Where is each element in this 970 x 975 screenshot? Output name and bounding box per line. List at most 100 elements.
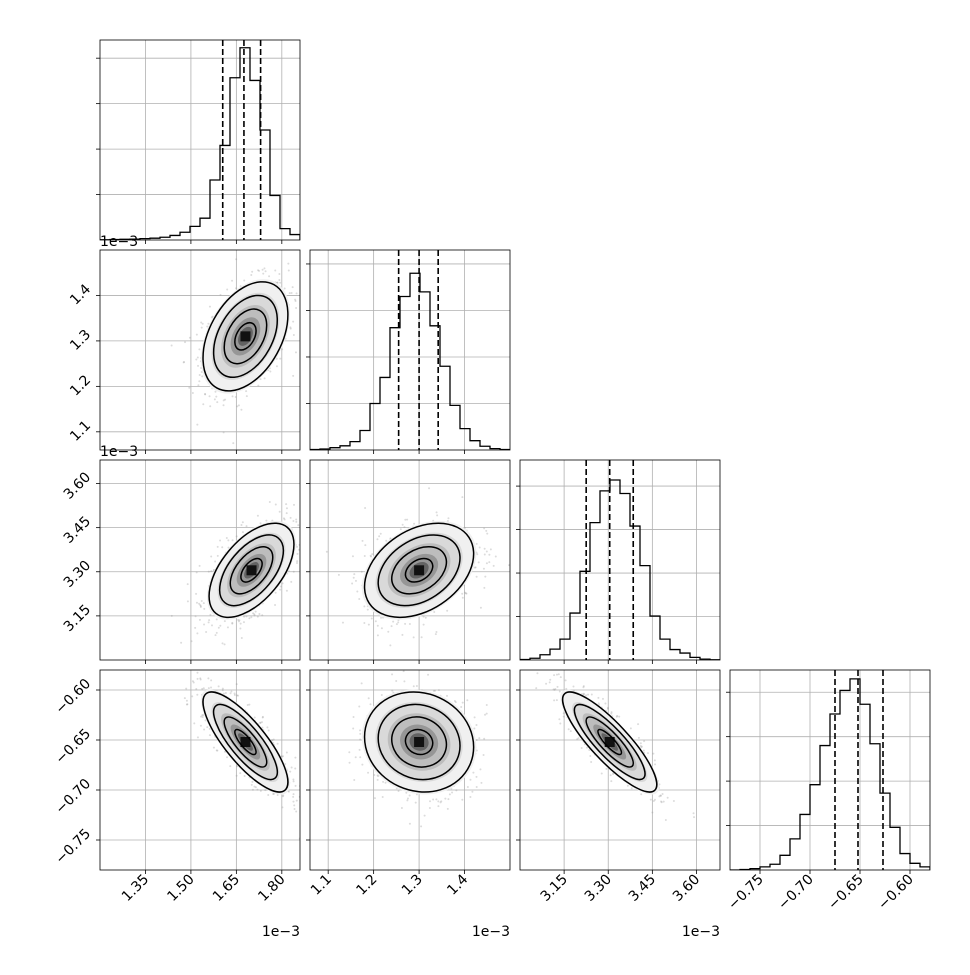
scatter-point bbox=[292, 375, 294, 377]
scatter-point bbox=[292, 801, 294, 803]
scatter-point bbox=[244, 775, 246, 777]
y-tick-label: −0.60 bbox=[52, 676, 94, 718]
panel-content bbox=[100, 40, 300, 240]
scatter-point bbox=[262, 716, 264, 718]
scatter-point bbox=[433, 611, 435, 613]
scatter-point bbox=[197, 384, 199, 386]
scatter-point bbox=[295, 521, 297, 523]
scatter-point bbox=[255, 611, 257, 613]
scatter-point bbox=[227, 626, 229, 628]
scatter-point bbox=[225, 692, 227, 694]
scatter-point bbox=[367, 772, 369, 774]
scatter-point bbox=[293, 804, 295, 806]
scatter-point bbox=[220, 294, 222, 296]
panel-content bbox=[100, 668, 337, 870]
scatter-point bbox=[278, 279, 280, 281]
scatter-point bbox=[223, 404, 225, 406]
scatter-point bbox=[206, 726, 208, 728]
scatter-point bbox=[227, 539, 229, 541]
x-tick-label: 1.50 bbox=[164, 872, 197, 905]
scatter-point bbox=[359, 729, 361, 731]
y-tick-label: 3.60 bbox=[61, 469, 94, 502]
scatter-point bbox=[217, 555, 219, 557]
scatter-point bbox=[232, 539, 234, 541]
scatter-point bbox=[295, 810, 297, 812]
scatter-point bbox=[191, 640, 193, 642]
scatter-point bbox=[447, 517, 449, 519]
scatter-point bbox=[290, 581, 292, 583]
scatter-point bbox=[447, 808, 449, 810]
scatter-point bbox=[486, 550, 488, 552]
scatter-point bbox=[218, 685, 220, 687]
scatter-point bbox=[294, 767, 296, 769]
scatter-point bbox=[208, 619, 210, 621]
scatter-panel-0-1: 1.11.21.31.41e−3 bbox=[67, 234, 313, 454]
scatter-point bbox=[286, 512, 288, 514]
scatter-point bbox=[631, 787, 633, 789]
scatter-point bbox=[377, 634, 379, 636]
scatter-point bbox=[295, 351, 297, 353]
scatter-point bbox=[256, 789, 258, 791]
scatter-point bbox=[493, 565, 495, 567]
scatter-point bbox=[199, 374, 201, 376]
scatter-point bbox=[246, 525, 248, 527]
scatter-point bbox=[183, 361, 185, 363]
scatter-point bbox=[403, 680, 405, 682]
scatter-point bbox=[207, 323, 209, 325]
histogram-panel-2 bbox=[516, 460, 720, 664]
scatter-point bbox=[223, 431, 225, 433]
scatter-point bbox=[276, 365, 278, 367]
scatter-point bbox=[484, 714, 486, 716]
scatter-point bbox=[292, 796, 294, 798]
y-tick-label: 3.45 bbox=[61, 514, 94, 547]
scatter-point bbox=[251, 781, 253, 783]
scatter-point bbox=[362, 540, 364, 542]
scatter-point bbox=[406, 519, 408, 521]
scatter-point bbox=[266, 726, 268, 728]
scatter-point bbox=[269, 501, 271, 503]
scatter-point bbox=[455, 701, 457, 703]
scatter-point bbox=[239, 628, 241, 630]
scatter-point bbox=[444, 798, 446, 800]
scatter-point bbox=[356, 590, 358, 592]
scatter-point bbox=[476, 543, 478, 545]
scatter-point bbox=[484, 576, 486, 578]
panel-content bbox=[100, 460, 315, 660]
scatter-point bbox=[210, 686, 212, 688]
scatter-point bbox=[296, 560, 298, 562]
scatter-point bbox=[486, 533, 488, 535]
scatter-point bbox=[171, 615, 173, 617]
scatter-point bbox=[413, 523, 415, 525]
scatter-point bbox=[421, 636, 423, 638]
scatter-point bbox=[380, 617, 382, 619]
scatter-point bbox=[391, 690, 393, 692]
scatter-point bbox=[206, 326, 208, 328]
scatter-point bbox=[432, 799, 434, 801]
scatter-point bbox=[200, 606, 202, 608]
scatter-point bbox=[216, 401, 218, 403]
scatter-point bbox=[204, 393, 206, 395]
scatter-point bbox=[236, 775, 238, 777]
scatter-point bbox=[353, 577, 355, 579]
scatter-point bbox=[184, 697, 186, 699]
scatter-point bbox=[197, 365, 199, 367]
scatter-point bbox=[377, 625, 379, 627]
scatter-point bbox=[240, 623, 242, 625]
scatter-point bbox=[209, 614, 211, 616]
scatter-point bbox=[572, 685, 574, 687]
scatter-point bbox=[260, 522, 262, 524]
scatter-point bbox=[374, 797, 376, 799]
scatter-point bbox=[267, 794, 269, 796]
scatter-point bbox=[436, 514, 438, 516]
scatter-point bbox=[214, 398, 216, 400]
scatter-point bbox=[395, 680, 397, 682]
scatter-point bbox=[251, 271, 253, 273]
scatter-point bbox=[208, 571, 210, 573]
scatter-point bbox=[423, 624, 425, 626]
scatter-point bbox=[196, 632, 198, 634]
scatter-point bbox=[461, 593, 463, 595]
scatter-point bbox=[188, 387, 190, 389]
scatter-point bbox=[279, 358, 281, 360]
scatter-point bbox=[400, 528, 402, 530]
scatter-point bbox=[293, 504, 295, 506]
